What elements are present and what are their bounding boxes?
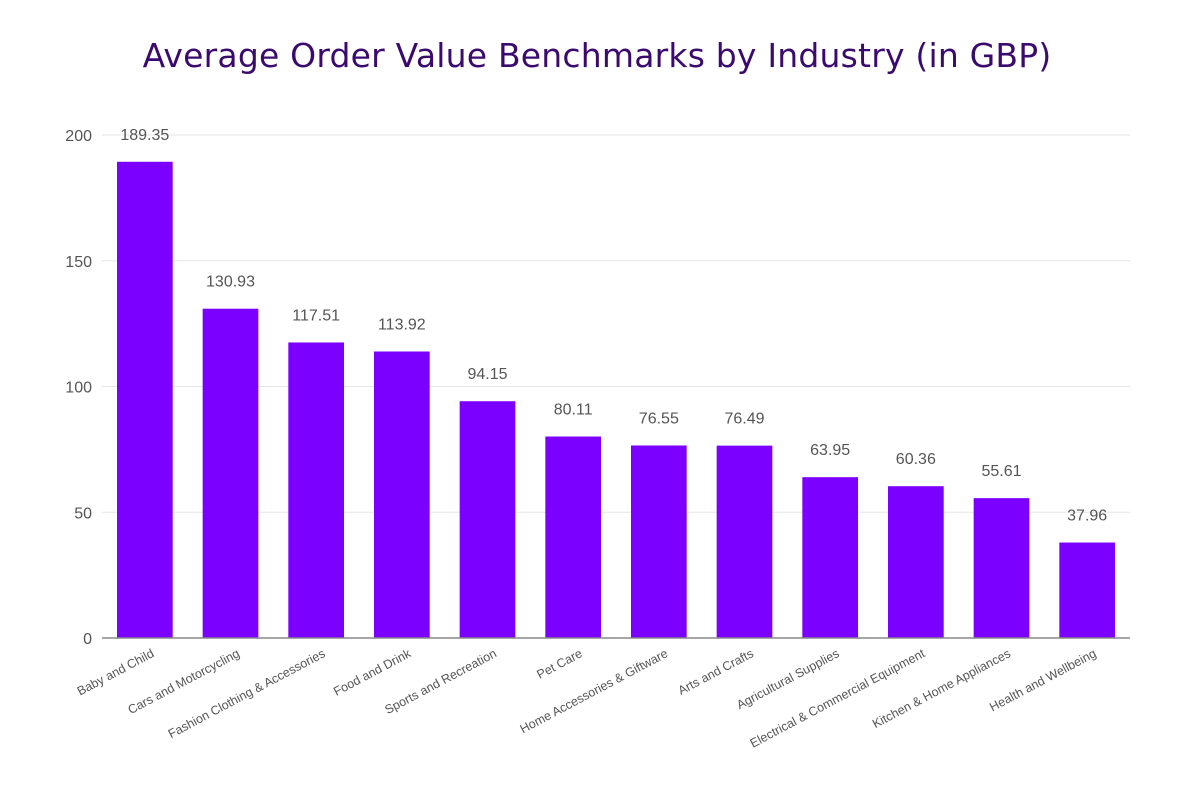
bar: [545, 436, 602, 638]
y-tick-label: 150: [65, 254, 92, 271]
bar: [116, 161, 173, 639]
data-label: 76.49: [724, 411, 764, 428]
data-label: 55.61: [981, 463, 1021, 480]
y-axis-ticks: 0 50 100 150 200: [65, 128, 92, 648]
bar: [973, 498, 1030, 638]
y-tick-label: 200: [65, 128, 92, 145]
chart-title: Average Order Value Benchmarks by Indust…: [142, 36, 1052, 75]
data-label: 189.35: [120, 127, 169, 144]
data-label: 130.93: [206, 274, 255, 291]
x-tick-label: Fashion Clothing & Accessories: [166, 646, 328, 741]
data-label: 76.55: [639, 410, 679, 427]
bars: [116, 161, 1116, 639]
data-label: 63.95: [810, 442, 850, 459]
gridlines: [102, 134, 1130, 513]
x-tick-label: Baby and Child: [75, 646, 156, 698]
bar: [373, 351, 430, 638]
bar: [459, 401, 516, 638]
y-tick-label: 0: [83, 631, 92, 648]
data-label: 60.36: [896, 451, 936, 468]
bar: [1059, 542, 1116, 638]
bar: [288, 342, 345, 638]
bar: [716, 445, 773, 638]
x-tick-label: Kitchen & Home Appliances: [870, 646, 1013, 731]
x-tick-label: Electrical & Commercial Equipment: [748, 646, 928, 751]
bar: [202, 308, 259, 638]
x-tick-label: Food and Drink: [331, 646, 414, 699]
bar: [887, 486, 944, 638]
data-label: 94.15: [467, 366, 507, 383]
data-labels: 189.35 130.93 117.51 113.92 94.15 80.11 76.55 7…: [120, 127, 1107, 525]
data-label: 37.96: [1067, 508, 1107, 525]
bar: [802, 477, 859, 638]
bar: [630, 445, 687, 638]
x-tick-label: Arts and Crafts: [676, 646, 756, 698]
y-tick-label: 100: [65, 380, 92, 397]
x-tick-label: Home Accessories & Giftware: [518, 646, 671, 736]
data-label: 117.51: [292, 307, 340, 324]
data-label: 113.92: [378, 316, 426, 333]
y-tick-label: 50: [74, 505, 92, 522]
data-label: 80.11: [554, 402, 593, 419]
x-tick-label: Pet Care: [534, 646, 584, 682]
